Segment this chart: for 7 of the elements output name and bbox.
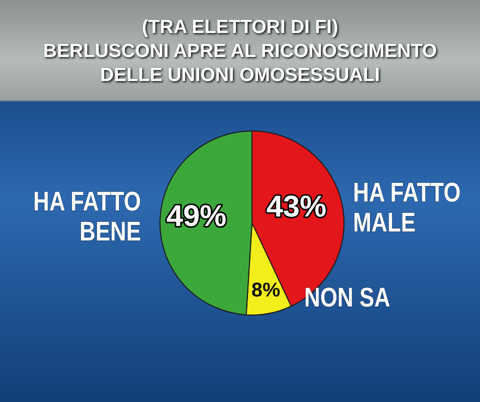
slice-label: HA FATTO BENE <box>33 186 141 246</box>
slice-label: NON SA <box>304 282 390 312</box>
data-label: 43% <box>266 190 326 224</box>
chart-title: (TRA ELETTORI DI FI) BERLUSCONI APRE AL RICONOSCIMENTO DELLE UNIONI OMOSESSUALI <box>42 16 438 88</box>
data-label: 49% <box>166 200 226 233</box>
data-label: 8% <box>251 279 280 302</box>
slice-label: HA FATTO MALE <box>353 178 461 238</box>
